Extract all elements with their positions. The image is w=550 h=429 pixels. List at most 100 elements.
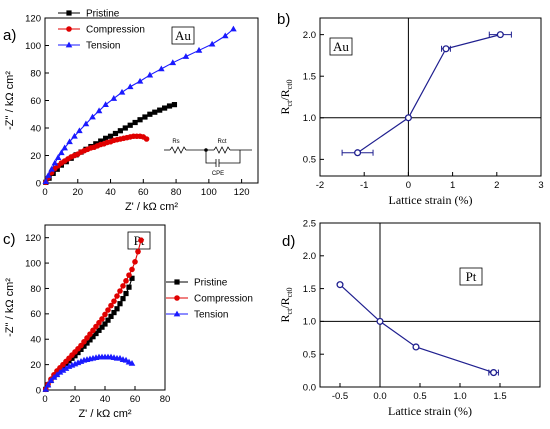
data-point — [66, 138, 73, 145]
y-axis-label: -Z'' / kΩ cm² — [4, 71, 16, 130]
legend-marker — [173, 310, 181, 317]
series-ratio — [341, 31, 512, 157]
data-point — [87, 337, 93, 343]
data-point — [126, 83, 134, 90]
data-point — [142, 114, 148, 120]
y-tick-label: 80 — [30, 68, 41, 79]
y-tick-label: 120 — [25, 13, 41, 24]
data-point — [87, 331, 93, 337]
data-point — [132, 259, 138, 265]
data-point — [442, 45, 450, 53]
data-point — [138, 237, 144, 244]
data-point — [117, 128, 123, 134]
data-point — [111, 309, 117, 316]
x-tick-label: 80 — [160, 394, 171, 405]
x-tick-label: 0 — [42, 187, 47, 198]
data-point — [490, 369, 498, 377]
x-tick-label: 60 — [130, 394, 141, 405]
data-point — [412, 343, 420, 351]
data-point — [98, 138, 104, 144]
x-tick-label: 120 — [234, 187, 250, 198]
data-point — [84, 335, 90, 341]
data-point — [129, 266, 135, 273]
data-point — [102, 311, 108, 318]
y-tick-label: 120 — [25, 233, 41, 244]
y-tick-label: 2.5 — [303, 218, 316, 229]
data-point — [195, 46, 203, 53]
metal-label-box — [171, 26, 195, 45]
data-point — [114, 293, 120, 299]
legend-entry: Tension — [194, 310, 228, 321]
panel-b: -2 -1 0 1 2 3 0.5 1.0 1.5 2.0 b) Au Lattice strain (… — [277, 11, 544, 207]
resistor-rs — [169, 146, 187, 154]
circuit-label: CPE — [212, 171, 224, 177]
data-point — [230, 25, 237, 32]
y-tick-label: 1.5 — [303, 72, 316, 83]
data-point — [114, 306, 120, 312]
data-point — [111, 298, 117, 304]
y-tick-label: 2.0 — [303, 30, 316, 41]
data-point — [96, 327, 102, 333]
data-point — [61, 144, 68, 151]
data-point — [105, 307, 111, 313]
y-tick-label: 0 — [36, 385, 41, 396]
data-point — [42, 178, 50, 185]
y-tick-label: 100 — [25, 258, 41, 269]
data-point — [81, 338, 87, 345]
plot-frame — [319, 17, 542, 177]
x-tick-label: 60 — [138, 187, 149, 198]
x-tick-label: 0 — [42, 394, 47, 405]
legend: Pristine Compression Tension — [166, 278, 253, 321]
data-point — [75, 349, 81, 356]
panel-a: 0 20 40 60 80 100 120 0 20 40 60 80 100 120 a) Au Z' / k… — [3, 9, 259, 213]
legend-marker — [174, 295, 180, 301]
y-axis-label: -Z'' / kΩ cm² — [4, 278, 16, 337]
data-point — [118, 88, 126, 95]
series-line — [45, 28, 234, 182]
series-ratio — [336, 281, 499, 377]
data-point — [90, 327, 96, 334]
panel-label: c) — [3, 231, 16, 248]
circuit-label: Rct — [218, 139, 227, 145]
x-tick-label: 40 — [105, 187, 116, 198]
data-point — [59, 366, 67, 373]
data-point — [42, 385, 50, 392]
data-point — [78, 346, 84, 352]
y-tick-label: 40 — [30, 123, 41, 134]
y-tick-label: 1.0 — [303, 317, 316, 328]
legend-entry: Compression — [194, 294, 253, 305]
series-tension — [42, 25, 237, 185]
x-axis-label: Lattice strain (%) — [389, 193, 473, 207]
data-point — [146, 71, 154, 78]
data-point — [76, 127, 83, 134]
data-point — [117, 301, 123, 307]
data-point — [90, 334, 96, 340]
x-tick-label: 1.0 — [453, 391, 466, 402]
data-point — [182, 53, 190, 59]
data-point — [123, 290, 129, 297]
data-point — [102, 101, 109, 108]
data-point — [108, 313, 114, 319]
data-point — [137, 117, 143, 123]
data-point — [93, 330, 99, 337]
data-point — [354, 149, 362, 157]
data-point — [157, 107, 163, 113]
data-point — [152, 109, 158, 115]
data-point — [99, 316, 105, 322]
data-point — [126, 284, 132, 290]
circuit-label: Rs — [172, 139, 179, 145]
y-tick-label: 20 — [30, 151, 41, 162]
x-tick-label: 0 — [406, 180, 411, 191]
y-axis-label: Rct/Rct0 — [278, 80, 294, 115]
data-point — [54, 154, 62, 160]
panel-label: a) — [3, 27, 16, 44]
legend-entry: Pristine — [86, 9, 120, 20]
y-tick-label: 0 — [36, 178, 41, 189]
legend-marker — [174, 279, 180, 285]
data-point — [93, 323, 99, 330]
metal-label-box — [329, 37, 353, 56]
y-tick-label: 0.0 — [303, 382, 316, 393]
data-point — [95, 107, 103, 114]
data-point — [404, 114, 412, 122]
